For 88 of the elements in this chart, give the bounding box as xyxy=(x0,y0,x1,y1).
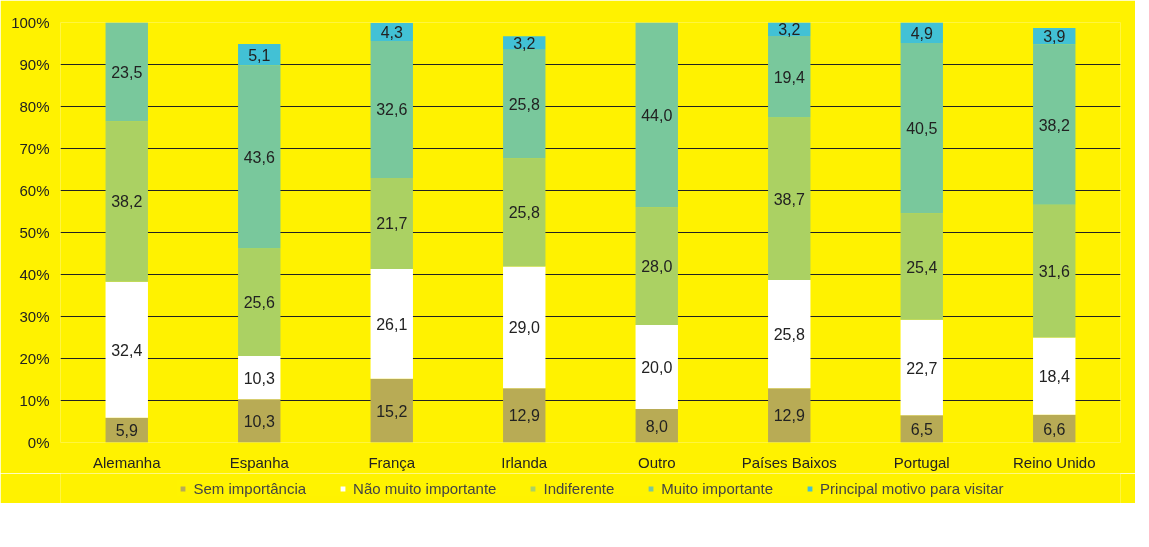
data-label: 5,1 xyxy=(248,46,271,64)
data-label: 44,0 xyxy=(641,106,673,124)
data-label: 32,6 xyxy=(376,101,408,119)
bar xyxy=(900,43,943,214)
x-tick-label: Reino Unido xyxy=(1012,453,1096,471)
data-label: 25,8 xyxy=(773,326,805,344)
bar xyxy=(768,279,811,389)
data-label: 25,6 xyxy=(243,294,275,312)
data-label: 15,2 xyxy=(376,402,408,420)
data-label: 6,6 xyxy=(1043,420,1066,438)
bar xyxy=(635,207,678,325)
bar xyxy=(900,213,943,320)
bar xyxy=(105,121,148,282)
data-label: 22,7 xyxy=(906,359,938,377)
data-label: 19,4 xyxy=(773,68,805,86)
bar xyxy=(370,269,413,379)
data-label: 38,2 xyxy=(1038,116,1070,134)
bar xyxy=(238,65,281,249)
bar xyxy=(503,158,546,267)
y-tick-label: 20% xyxy=(19,350,50,367)
data-label: 3,9 xyxy=(1043,28,1066,46)
x-tick-label: Outro xyxy=(637,453,676,471)
data-label: 38,7 xyxy=(773,190,805,208)
bar xyxy=(105,281,148,418)
data-label: 26,1 xyxy=(376,315,408,333)
bar xyxy=(503,49,546,159)
y-tick-label: 30% xyxy=(19,308,50,325)
data-label: 8,0 xyxy=(645,417,668,435)
data-label: 5,9 xyxy=(115,422,138,440)
data-label: 20,0 xyxy=(641,358,673,376)
legend-label: Principal motivo para visitar xyxy=(820,479,1004,497)
data-label: 4,9 xyxy=(910,24,933,42)
x-tick-label: Países Baixos xyxy=(741,453,837,471)
data-label: 28,0 xyxy=(641,258,673,276)
data-label: 32,4 xyxy=(111,341,143,359)
y-tick-label: 0% xyxy=(27,434,50,451)
bar xyxy=(635,324,678,409)
legend-label: Indiferente xyxy=(543,479,615,497)
data-label: 18,4 xyxy=(1038,368,1070,386)
x-tick-label: Irlanda xyxy=(501,453,548,471)
data-label: 23,5 xyxy=(111,63,143,81)
bar xyxy=(503,266,546,389)
legend-label: Não muito importante xyxy=(353,479,497,497)
bar xyxy=(238,248,281,356)
bar xyxy=(768,117,811,280)
data-label: 6,5 xyxy=(910,420,933,438)
x-tick-label: Portugal xyxy=(893,453,950,471)
y-tick-label: 50% xyxy=(19,224,50,241)
y-tick-label: 60% xyxy=(19,182,50,199)
data-label: 43,6 xyxy=(243,148,275,166)
data-label: 40,5 xyxy=(906,120,938,138)
bar xyxy=(105,22,148,122)
bar xyxy=(1033,204,1076,338)
bar xyxy=(1033,337,1076,415)
data-label: 21,7 xyxy=(376,215,408,233)
bar xyxy=(370,40,413,178)
data-label: 10,3 xyxy=(243,369,275,387)
y-tick-label: 40% xyxy=(19,266,50,283)
bar xyxy=(370,177,413,270)
bar xyxy=(900,319,943,416)
data-label: 29,0 xyxy=(508,319,540,337)
data-label: 12,9 xyxy=(508,407,540,425)
y-tick-label: 90% xyxy=(19,56,50,73)
y-tick-label: 100% xyxy=(11,14,50,31)
bar xyxy=(370,378,413,443)
data-label: 31,6 xyxy=(1038,263,1070,281)
bar xyxy=(768,35,811,118)
bar xyxy=(1033,44,1076,205)
y-tick-label: 80% xyxy=(19,98,50,115)
data-label: 25,4 xyxy=(906,258,938,276)
bar xyxy=(635,22,678,208)
x-tick-label: Alemanha xyxy=(92,453,162,471)
legend-label: Muito importante xyxy=(661,479,774,497)
data-label: 12,9 xyxy=(773,407,805,425)
x-tick-label: França xyxy=(368,453,416,471)
legend-label: Sem importância xyxy=(193,479,307,497)
data-label: 38,2 xyxy=(111,193,143,211)
data-label: 25,8 xyxy=(508,204,540,222)
data-label: 4,3 xyxy=(380,23,403,41)
x-tick-label: Espanha xyxy=(229,453,290,471)
y-tick-label: 10% xyxy=(19,392,50,409)
bar xyxy=(768,388,811,443)
bar xyxy=(503,388,546,443)
y-tick-label: 70% xyxy=(19,140,50,157)
data-label: 3,2 xyxy=(513,35,536,53)
data-label: 10,3 xyxy=(243,412,275,430)
data-label: 3,2 xyxy=(778,21,801,39)
data-label: 25,8 xyxy=(508,95,540,113)
